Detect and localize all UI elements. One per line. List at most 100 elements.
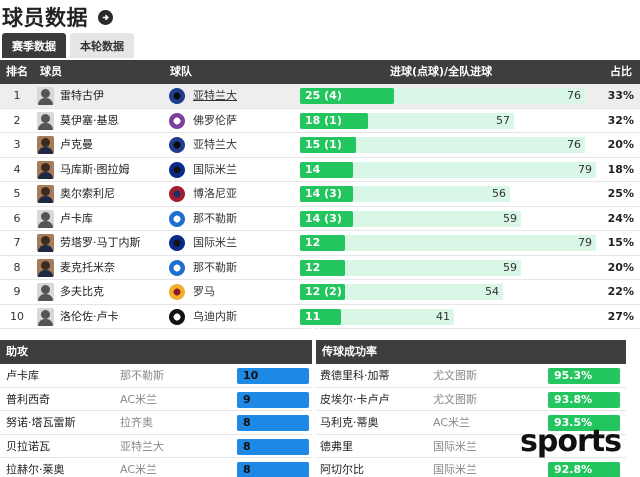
list-item[interactable]: 费德里科·加蒂 尤文图斯 95.3% — [316, 364, 626, 388]
tab-bar: 赛季数据 本轮数据 — [2, 33, 134, 58]
assists-bar: 8 — [237, 415, 309, 431]
assists-bar: 9 — [237, 391, 309, 408]
table-row[interactable]: 2 莫伊塞·基恩 佛罗伦萨 18 (1) 57 32% — [0, 109, 640, 133]
table-row[interactable]: 3 卢克曼 亚特兰大 15 (1) 76 20% — [0, 133, 640, 158]
player-name[interactable]: 麦克托米奈 — [60, 260, 115, 274]
udinese-crest-icon — [169, 308, 185, 325]
player-name[interactable]: 德弗里 — [320, 439, 353, 453]
tab-season-stats[interactable]: 赛季数据 — [2, 33, 66, 58]
team-goals-label: 56 — [492, 187, 506, 200]
player-name[interactable]: 卢卡库 — [6, 369, 39, 382]
pass-rate-bar: 93.8% — [548, 391, 620, 408]
player-goals-bar: 18 (1) — [300, 112, 368, 129]
player-name[interactable]: 洛伦佐·卢卡 — [60, 309, 119, 323]
player-name[interactable]: 费德里科·加蒂 — [320, 369, 390, 382]
goals-label: 12 (2) — [305, 285, 342, 298]
rank-cell: 2 — [13, 113, 21, 127]
arrow-right-icon[interactable] — [98, 9, 113, 25]
goals-label: 18 (1) — [305, 113, 342, 127]
player-name[interactable]: 卢卡库 — [60, 211, 93, 225]
tab-round-stats[interactable]: 本轮数据 — [70, 33, 134, 58]
share-cell: 18% — [607, 162, 634, 176]
player-avatar — [37, 234, 54, 252]
player-name[interactable]: 皮埃尔·卡卢卢 — [320, 392, 390, 406]
share-cell: 27% — [607, 309, 634, 323]
team-name[interactable]: 国际米兰 — [193, 162, 237, 176]
list-item[interactable]: 阿切尔比 国际米兰 92.8% — [316, 458, 626, 477]
player-name[interactable]: 奥尔索利尼 — [60, 187, 115, 200]
list-item[interactable]: 皮埃尔·卡卢卢 尤文图斯 93.8% — [316, 388, 626, 411]
assists-bar: 8 — [237, 462, 309, 477]
table-row[interactable]: 6 卢卡库 那不勒斯 14 (3) 59 24% — [0, 207, 640, 231]
list-item[interactable]: 马利克·蒂奥 AC米兰 93.5% — [316, 411, 626, 435]
share-cell: 25% — [607, 187, 634, 200]
team-goals-label: 59 — [503, 260, 517, 274]
player-avatar — [37, 307, 54, 326]
table-row[interactable]: 5 奥尔索利尼 博洛尼亚 14 (3) 56 25% — [0, 182, 640, 207]
player-goals-bar: 14 — [300, 161, 353, 178]
table-row[interactable]: 1 雷特古伊 亚特兰大 25 (4) 76 33% — [0, 84, 640, 109]
table-row[interactable]: 9 多夫比克 罗马 12 (2) 54 22% — [0, 280, 640, 305]
team-goals-bar: 11 (1) 41 — [300, 308, 454, 339]
team-goals-label: 59 — [503, 211, 517, 225]
header-share: 占比 — [610, 65, 632, 78]
player-name[interactable]: 努诺·塔瓦雷斯 — [6, 416, 76, 429]
table-row[interactable]: 8 麦克托米奈 那不勒斯 12 59 20% — [0, 256, 640, 280]
goals-label: 15 (1) — [305, 138, 342, 151]
roma-crest-icon — [169, 284, 185, 300]
assists-panel: 助攻 卢卡库 那不勒斯 10 普利西奇 AC米兰 9 努诺·塔瓦雷斯 拉齐奥 8 贝拉诺瓦 亚特兰大… — [0, 340, 312, 477]
team-name[interactable]: 亚特兰大 — [193, 89, 237, 102]
list-item[interactable]: 努诺·塔瓦雷斯 拉齐奥 8 — [0, 411, 312, 435]
inter-crest-icon — [169, 161, 185, 178]
team-name[interactable]: 那不勒斯 — [193, 211, 237, 225]
team-name[interactable]: 佛罗伦萨 — [193, 113, 237, 127]
player-name[interactable]: 马库斯·图拉姆 — [60, 162, 130, 176]
goals-label: 11 (1) — [305, 309, 323, 339]
player-name[interactable]: 阿切尔比 — [320, 463, 364, 476]
player-name[interactable]: 劳塔罗·马丁内斯 — [60, 236, 141, 249]
player-name[interactable]: 莫伊塞·基恩 — [60, 113, 119, 127]
team-name[interactable]: 博洛尼亚 — [193, 187, 237, 200]
rank-cell: 9 — [13, 285, 21, 298]
player-name[interactable]: 多夫比克 — [60, 285, 104, 298]
player-name[interactable]: 卢克曼 — [60, 138, 93, 151]
team-name[interactable]: 那不勒斯 — [193, 260, 237, 274]
team-name: AC米兰 — [433, 416, 471, 429]
player-goals-bar: 11 (1) — [300, 308, 341, 339]
pass-rate-bar: 92.8% — [548, 462, 620, 477]
goals-label: 14 (3) — [305, 211, 342, 225]
share-cell: 20% — [607, 138, 634, 151]
list-item[interactable]: 德弗里 国际米兰 — [316, 435, 626, 458]
passing-title: 传球成功率 — [316, 340, 626, 364]
rank-cell: 3 — [13, 138, 21, 151]
team-name: 拉齐奥 — [120, 416, 153, 429]
value-label: 93.5% — [554, 416, 593, 429]
list-item[interactable]: 拉赫尔·莱奥 AC米兰 8 — [0, 458, 312, 477]
team-name: AC米兰 — [120, 392, 158, 406]
team-name[interactable]: 亚特兰大 — [193, 138, 237, 151]
team-name[interactable]: 罗马 — [193, 285, 215, 298]
player-name[interactable]: 普利西奇 — [6, 392, 50, 406]
team-name[interactable]: 乌迪内斯 — [193, 309, 237, 323]
rank-cell: 1 — [13, 89, 21, 102]
rank-cell: 8 — [13, 260, 21, 274]
header-rank: 排名 — [6, 65, 28, 78]
table-row[interactable]: 10 洛伦佐·卢卡 乌迪内斯 11 (1) 41 27% — [0, 305, 640, 339]
table-row[interactable]: 7 劳塔罗·马丁内斯 国际米兰 12 79 15% — [0, 231, 640, 256]
player-avatar — [37, 209, 54, 228]
player-name[interactable]: 雷特古伊 — [60, 89, 104, 102]
assists-bar: 10 — [237, 368, 309, 384]
table-row[interactable]: 4 马库斯·图拉姆 国际米兰 14 79 18% — [0, 158, 640, 182]
goals-label: 14 — [305, 162, 321, 176]
passing-panel: 传球成功率 费德里科·加蒂 尤文图斯 95.3% 皮埃尔·卡卢卢 尤文图斯 93.8% 马利… — [316, 340, 626, 477]
pass-rate-bar: 95.3% — [548, 368, 620, 384]
list-item[interactable]: 普利西奇 AC米兰 9 — [0, 388, 312, 411]
list-item[interactable]: 贝拉诺瓦 亚特兰大 8 — [0, 435, 312, 458]
list-item[interactable]: 卢卡库 那不勒斯 10 — [0, 364, 312, 388]
team-name[interactable]: 国际米兰 — [193, 236, 237, 249]
player-name[interactable]: 贝拉诺瓦 — [6, 439, 50, 453]
player-name[interactable]: 马利克·蒂奥 — [320, 416, 379, 429]
page-header: 球员数据 — [2, 2, 113, 32]
team-goals-bar: 14 79 — [300, 161, 596, 178]
player-name[interactable]: 拉赫尔·莱奥 — [6, 463, 65, 476]
